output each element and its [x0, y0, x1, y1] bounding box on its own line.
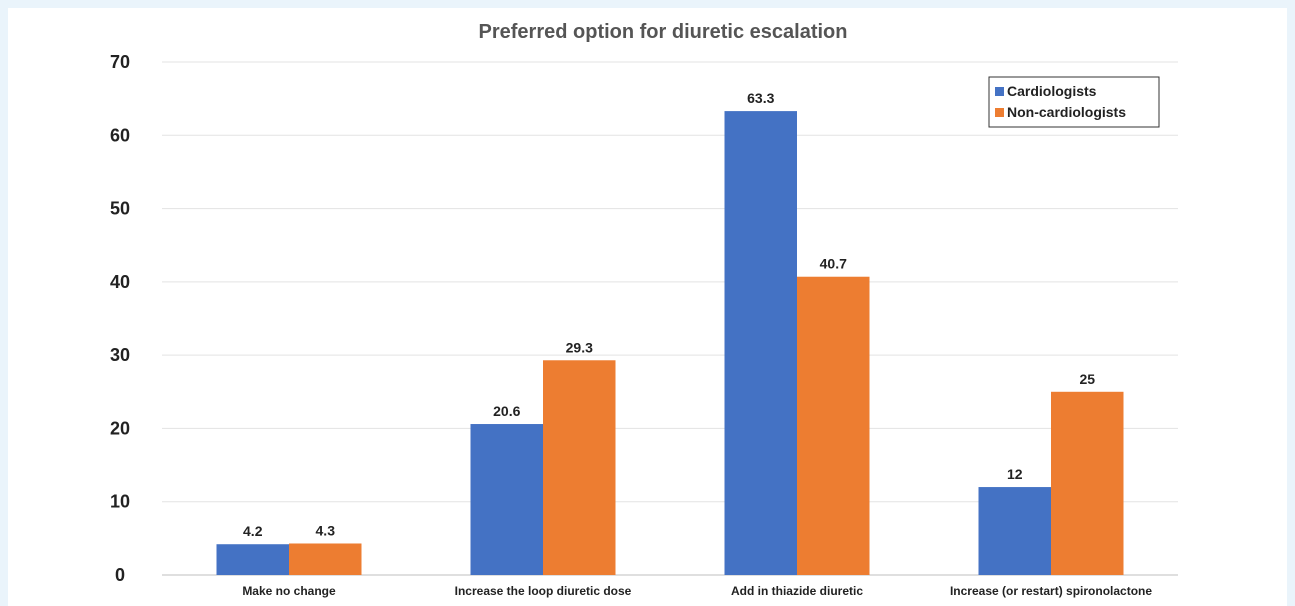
bar	[216, 544, 289, 575]
x-category-label: Increase (or restart) spironolactone	[950, 584, 1152, 598]
bar	[1051, 391, 1124, 575]
bar	[978, 487, 1051, 575]
bar-chart: Preferred option for diuretic escalation…	[110, 21, 1178, 598]
y-tick-label: 10	[110, 492, 130, 512]
legend-box	[988, 76, 1160, 128]
y-tick-label: 70	[110, 52, 130, 72]
bars: 4.2 4.3 20.6 29.3 63.3 40.7 12 25	[216, 90, 1124, 575]
legend-label: Cardiologists	[1007, 83, 1097, 99]
x-category-label: Increase the loop diuretic dose	[455, 584, 632, 598]
bar	[289, 543, 362, 575]
x-category-label: Add in thiazide diuretic	[731, 584, 863, 598]
bar	[797, 276, 870, 575]
data-label: 4.3	[316, 522, 336, 538]
x-axis: Make no change Increase the loop diuretic…	[242, 584, 1152, 598]
x-category-label: Make no change	[242, 584, 336, 598]
y-tick-label: 30	[110, 345, 130, 365]
data-label: 40.7	[820, 256, 847, 272]
legend-swatch	[995, 87, 1004, 96]
y-tick-label: 40	[110, 272, 130, 292]
chart-title: Preferred option for diuretic escalation	[479, 21, 848, 43]
y-axis: 0 10 20 30 40 50 60 70	[110, 52, 130, 585]
data-label: 20.6	[493, 403, 520, 419]
chart-frame: Preferred option for diuretic escalation…	[8, 8, 1287, 606]
y-tick-label: 0	[115, 565, 125, 585]
legend-label: Non-cardiologists	[1007, 104, 1126, 120]
data-label: 12	[1007, 466, 1023, 482]
data-label: 29.3	[566, 339, 593, 355]
legend: Cardiologists Non-cardiologists	[988, 76, 1160, 128]
bar	[543, 360, 616, 575]
data-label: 63.3	[747, 90, 774, 106]
y-tick-label: 50	[110, 199, 130, 219]
bar	[470, 424, 543, 575]
gridlines	[162, 61, 1178, 576]
y-tick-label: 60	[110, 125, 130, 145]
legend-swatch	[995, 108, 1004, 117]
y-tick-label: 20	[110, 418, 130, 438]
bar	[724, 111, 797, 575]
data-label: 4.2	[243, 523, 263, 539]
data-label: 25	[1079, 371, 1095, 387]
